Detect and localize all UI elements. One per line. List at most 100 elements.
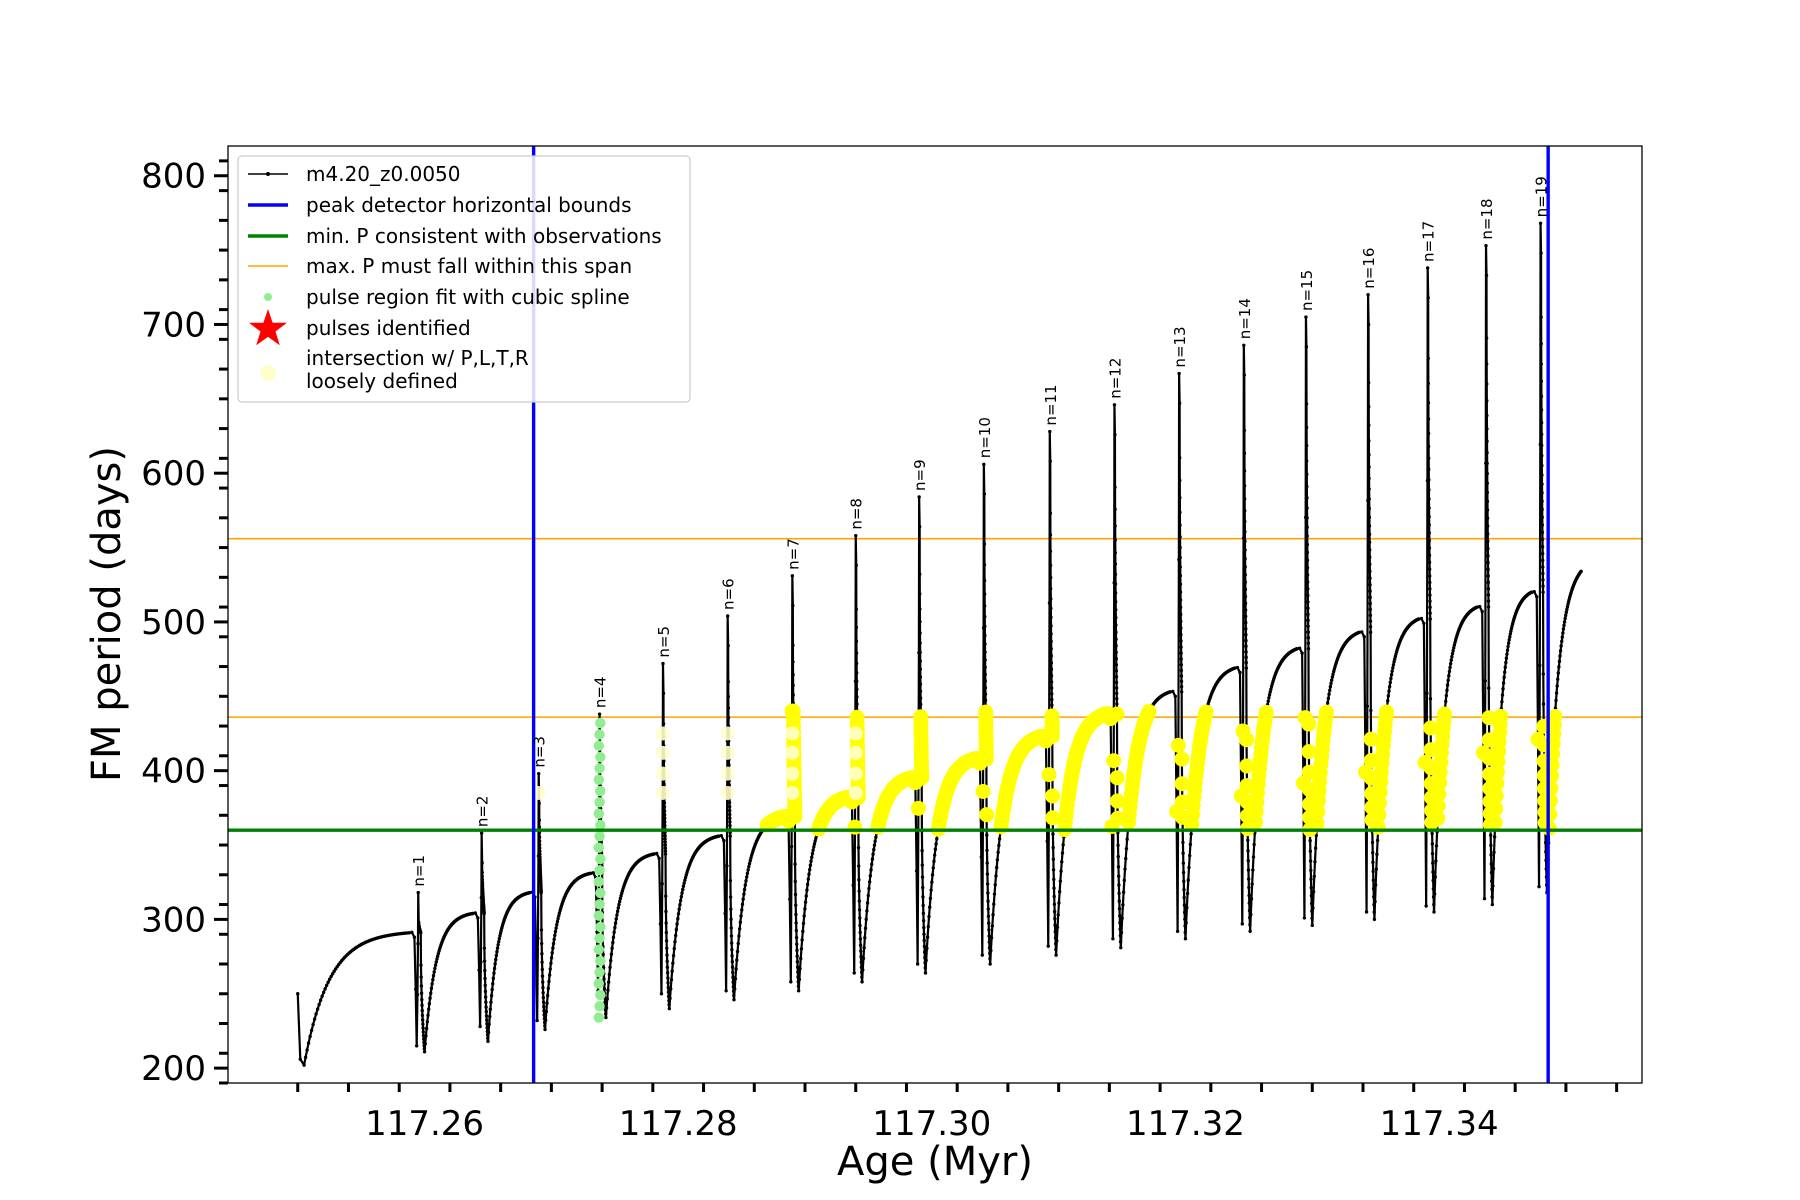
model-point-361 (540, 967, 544, 972)
pulse-label-2: n=2 (474, 796, 492, 828)
model-point-1375 (1060, 851, 1065, 855)
plot-frame (227, 145, 1643, 1084)
model-point-747 (733, 987, 737, 991)
model-point-204 (480, 861, 484, 865)
model-point-2253 (1501, 687, 1505, 691)
spline-point-23 (595, 751, 606, 763)
model-point-1316 (1046, 944, 1050, 948)
model-point-1209 (983, 672, 987, 677)
model-point-628 (671, 953, 676, 958)
model-point-1373 (1059, 869, 1063, 873)
model-point-2077 (1427, 514, 1431, 519)
model-point-2381 (1558, 654, 1562, 658)
model-point-365 (541, 991, 545, 995)
model-point-11 (315, 1007, 320, 1011)
loose-marker-4-1 (655, 766, 670, 781)
model-point-1692 (1242, 373, 1247, 377)
model-point-1867 (1313, 846, 1318, 850)
model-point-982 (857, 908, 862, 912)
model-point-144 (435, 957, 439, 961)
model-point-1941 (1366, 380, 1371, 385)
loose-marker-6-2 (785, 745, 800, 760)
model-point-1863 (1311, 906, 1315, 910)
model-point-1858 (1309, 894, 1314, 898)
model-point-1886 (1326, 696, 1331, 701)
model-point-1583 (1179, 612, 1183, 617)
model-point-626 (670, 969, 674, 973)
model-point-363 (541, 980, 545, 984)
model-point-368 (542, 1004, 546, 1009)
pulse-label-11: n=11 (1042, 384, 1060, 425)
model-point-2066 (1426, 381, 1431, 386)
model-point-1861 (1310, 916, 1314, 921)
model-point-1738 (1248, 929, 1252, 933)
model-point-820 (789, 980, 793, 984)
model-point-2056 (1417, 617, 1421, 621)
model-point-890 (810, 851, 815, 856)
model-point-1707 (1243, 587, 1248, 592)
model-point-2134 (1447, 674, 1451, 678)
model-point-977 (856, 845, 861, 850)
model-point-2013 (1389, 673, 1394, 677)
model-point-1836 (1306, 600, 1310, 604)
pulse-label-6: n=6 (720, 578, 738, 610)
model-point-385 (550, 951, 554, 955)
model-point-2305 (1532, 590, 1536, 594)
model-point-766 (746, 868, 750, 872)
model-point-610 (665, 946, 669, 950)
model-point-1711 (1243, 614, 1248, 619)
spline-point-21 (593, 774, 605, 785)
model-point-1334 (1049, 654, 1053, 658)
model-point-2329 (1540, 515, 1544, 520)
model-point-1075 (918, 607, 922, 611)
model-point-1956 (1368, 555, 1372, 559)
model-point-1453 (1113, 591, 1118, 595)
model-point-74 (412, 935, 417, 939)
model-point-2325 (1540, 482, 1544, 486)
model-point-608 (664, 930, 669, 935)
intersection-point-1845 (1301, 716, 1317, 732)
model-point-504 (608, 965, 612, 970)
model-point-2330 (1540, 523, 1545, 527)
model-point-1443 (1112, 403, 1117, 407)
model-point-2012 (1389, 676, 1393, 681)
spline-point-11 (595, 887, 606, 899)
intersection-point-1565 (1170, 737, 1186, 753)
model-point-2391 (1564, 613, 1568, 618)
model-point-1688 (1240, 922, 1244, 926)
model-point-1987 (1373, 899, 1377, 904)
model-point-1105 (921, 885, 925, 890)
spline-point-4 (594, 967, 605, 978)
model-point-2067 (1426, 401, 1431, 405)
model-point-366 (541, 995, 546, 1000)
model-point-242 (484, 1009, 488, 1014)
model-point-1967 (1368, 625, 1373, 629)
model-point-1450 (1113, 562, 1118, 566)
model-point-1961 (1368, 589, 1372, 593)
model-point-145 (435, 954, 440, 958)
model-point-618 (666, 990, 671, 994)
model-point-1713 (1244, 627, 1248, 631)
loose-marker-7-1 (848, 766, 863, 781)
model-point-1321 (1048, 511, 1053, 516)
model-point-1331 (1049, 632, 1053, 636)
model-point-2105 (1431, 870, 1435, 874)
model-point-1354 (1051, 868, 1056, 872)
model-point-1330 (1049, 624, 1053, 628)
model-point-1982 (1371, 887, 1376, 891)
model-point-505 (609, 958, 613, 963)
model-point-1084 (918, 689, 923, 693)
model-point-2342 (1541, 702, 1546, 706)
model-point-754 (737, 927, 742, 931)
pulse-label-1: n=1 (410, 855, 428, 887)
model-point-633 (675, 922, 679, 926)
model-point-516 (616, 906, 620, 910)
model-point-1324 (1048, 563, 1053, 568)
model-point-2189 (1484, 336, 1489, 340)
model-point-1990 (1375, 852, 1379, 857)
model-point-760 (742, 892, 746, 896)
model-point-1245 (990, 924, 995, 928)
spline-point-26 (595, 717, 606, 729)
loose-marker-5-2 (720, 745, 735, 760)
model-point-1712 (1244, 620, 1248, 625)
